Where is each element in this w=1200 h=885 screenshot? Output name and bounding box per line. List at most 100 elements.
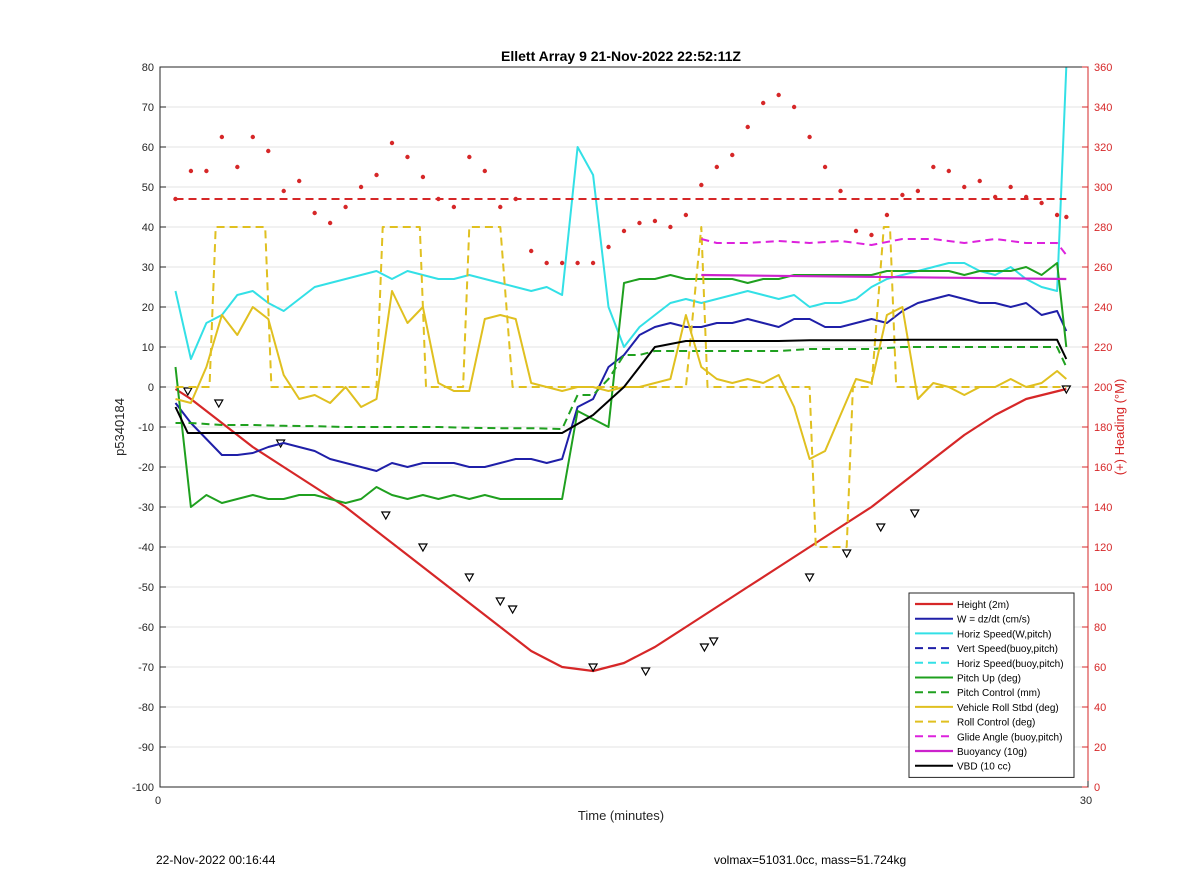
- data-point: [544, 260, 549, 266]
- left-tick-label: -40: [138, 542, 154, 554]
- data-point: [708, 637, 719, 647]
- left-tick-label: -70: [138, 662, 154, 674]
- series-pitch-control-mm: [175, 346, 1068, 430]
- data-point: [761, 100, 766, 106]
- data-point: [380, 511, 391, 521]
- data-point: [281, 188, 286, 194]
- data-point: [358, 184, 364, 190]
- footer-vehicle-info: volmax=51031.0cc, mass=51.724kg: [714, 853, 907, 867]
- data-point: [1064, 214, 1069, 220]
- left-tick-label: -50: [138, 582, 154, 594]
- left-tick-label: -100: [132, 782, 154, 794]
- data-point: [621, 228, 627, 234]
- right-tick-label: 120: [1094, 542, 1112, 554]
- data-point: [482, 168, 487, 174]
- right-tick-label: 300: [1094, 182, 1112, 194]
- left-tick-label: -20: [138, 462, 154, 474]
- series-vbd-10-cc: [174, 338, 1068, 434]
- data-point: [637, 220, 642, 226]
- series-height-2m: [174, 387, 1067, 673]
- y-axis-label-right: (+) Heading (°M): [1112, 379, 1127, 476]
- data-point: [838, 188, 843, 194]
- data-point: [327, 220, 333, 226]
- data-point: [640, 667, 651, 677]
- data-point: [714, 164, 719, 170]
- series-heading-right: [173, 92, 1069, 266]
- right-tick-label: 360: [1094, 62, 1112, 74]
- left-tick-label: 10: [142, 342, 154, 354]
- data-point: [931, 164, 936, 170]
- data-point: [606, 244, 611, 250]
- legend-label: VBD (10 cc): [957, 762, 1011, 773]
- data-point: [219, 134, 225, 140]
- right-tick-label: 280: [1094, 222, 1112, 234]
- legend-label: Pitch Control (mm): [957, 688, 1040, 699]
- data-point: [588, 663, 599, 673]
- data-point: [374, 172, 379, 178]
- x-tick-label: 0: [155, 795, 161, 807]
- data-point: [559, 260, 565, 266]
- legend-label: Pitch Up (deg): [957, 674, 1021, 685]
- data-point: [900, 192, 905, 198]
- legend-label: Roll Control (deg): [957, 718, 1035, 729]
- right-tick-label: 240: [1094, 302, 1112, 314]
- data-point: [804, 573, 815, 583]
- data-point: [213, 399, 224, 409]
- left-tick-label: 0: [148, 382, 154, 394]
- data-point: [652, 218, 658, 224]
- series-buoyancy-10g: [701, 273, 1067, 281]
- data-point: [699, 643, 710, 653]
- data-point: [405, 154, 410, 160]
- legend-label: Height (2m): [957, 600, 1009, 611]
- left-tick-label: 30: [142, 262, 154, 274]
- left-tick-label: 40: [142, 222, 154, 234]
- left-tick-label: -10: [138, 422, 154, 434]
- data-point: [1061, 385, 1072, 395]
- data-point: [915, 188, 921, 194]
- data-point: [909, 509, 920, 519]
- series-w-dz-dt-cm-s: [174, 294, 1068, 472]
- data-point: [683, 212, 689, 218]
- data-point: [822, 164, 828, 170]
- right-tick-label: 200: [1094, 382, 1112, 394]
- data-point: [977, 178, 982, 184]
- data-point: [182, 387, 193, 397]
- right-tick-label: 340: [1094, 102, 1112, 114]
- legend-label: W = dz/dt (cm/s): [957, 615, 1030, 626]
- data-point: [235, 164, 240, 170]
- right-tick-label: 80: [1094, 622, 1106, 634]
- data-point: [875, 523, 886, 533]
- data-point: [188, 168, 194, 174]
- data-point: [962, 184, 967, 190]
- series-glide-angle-buoy-pitch: [701, 238, 1068, 256]
- left-tick-label: 20: [142, 302, 154, 314]
- data-point: [791, 104, 797, 110]
- left-tick-label: -60: [138, 622, 154, 634]
- x-axis-label: Time (minutes): [578, 808, 664, 823]
- series-pitch-up-deg: [174, 262, 1068, 508]
- data-point: [946, 168, 951, 174]
- x-tick-label: 30: [1080, 795, 1092, 807]
- left-tick-label: 80: [142, 62, 154, 74]
- chart-title: Ellett Array 9 21-Nov-2022 22:52:11Z: [501, 48, 741, 64]
- right-tick-label: 100: [1094, 582, 1112, 594]
- data-point: [498, 204, 503, 210]
- left-tick-label: -90: [138, 742, 154, 754]
- data-point: [590, 260, 596, 266]
- y-axis-label: p5340184: [112, 398, 127, 456]
- data-point: [884, 212, 890, 218]
- data-point: [417, 543, 428, 553]
- data-point: [730, 152, 735, 158]
- right-tick-label: 180: [1094, 422, 1112, 434]
- data-point: [529, 248, 534, 254]
- data-point: [1008, 184, 1013, 190]
- data-point: [464, 573, 475, 583]
- right-tick-label: 0: [1094, 782, 1100, 794]
- right-tick-label: 60: [1094, 662, 1106, 674]
- legend-label: Horiz Speed(buoy,pitch): [957, 659, 1064, 670]
- data-point: [343, 204, 348, 210]
- data-point: [1039, 200, 1044, 206]
- data-point: [1023, 194, 1029, 200]
- right-tick-label: 220: [1094, 342, 1112, 354]
